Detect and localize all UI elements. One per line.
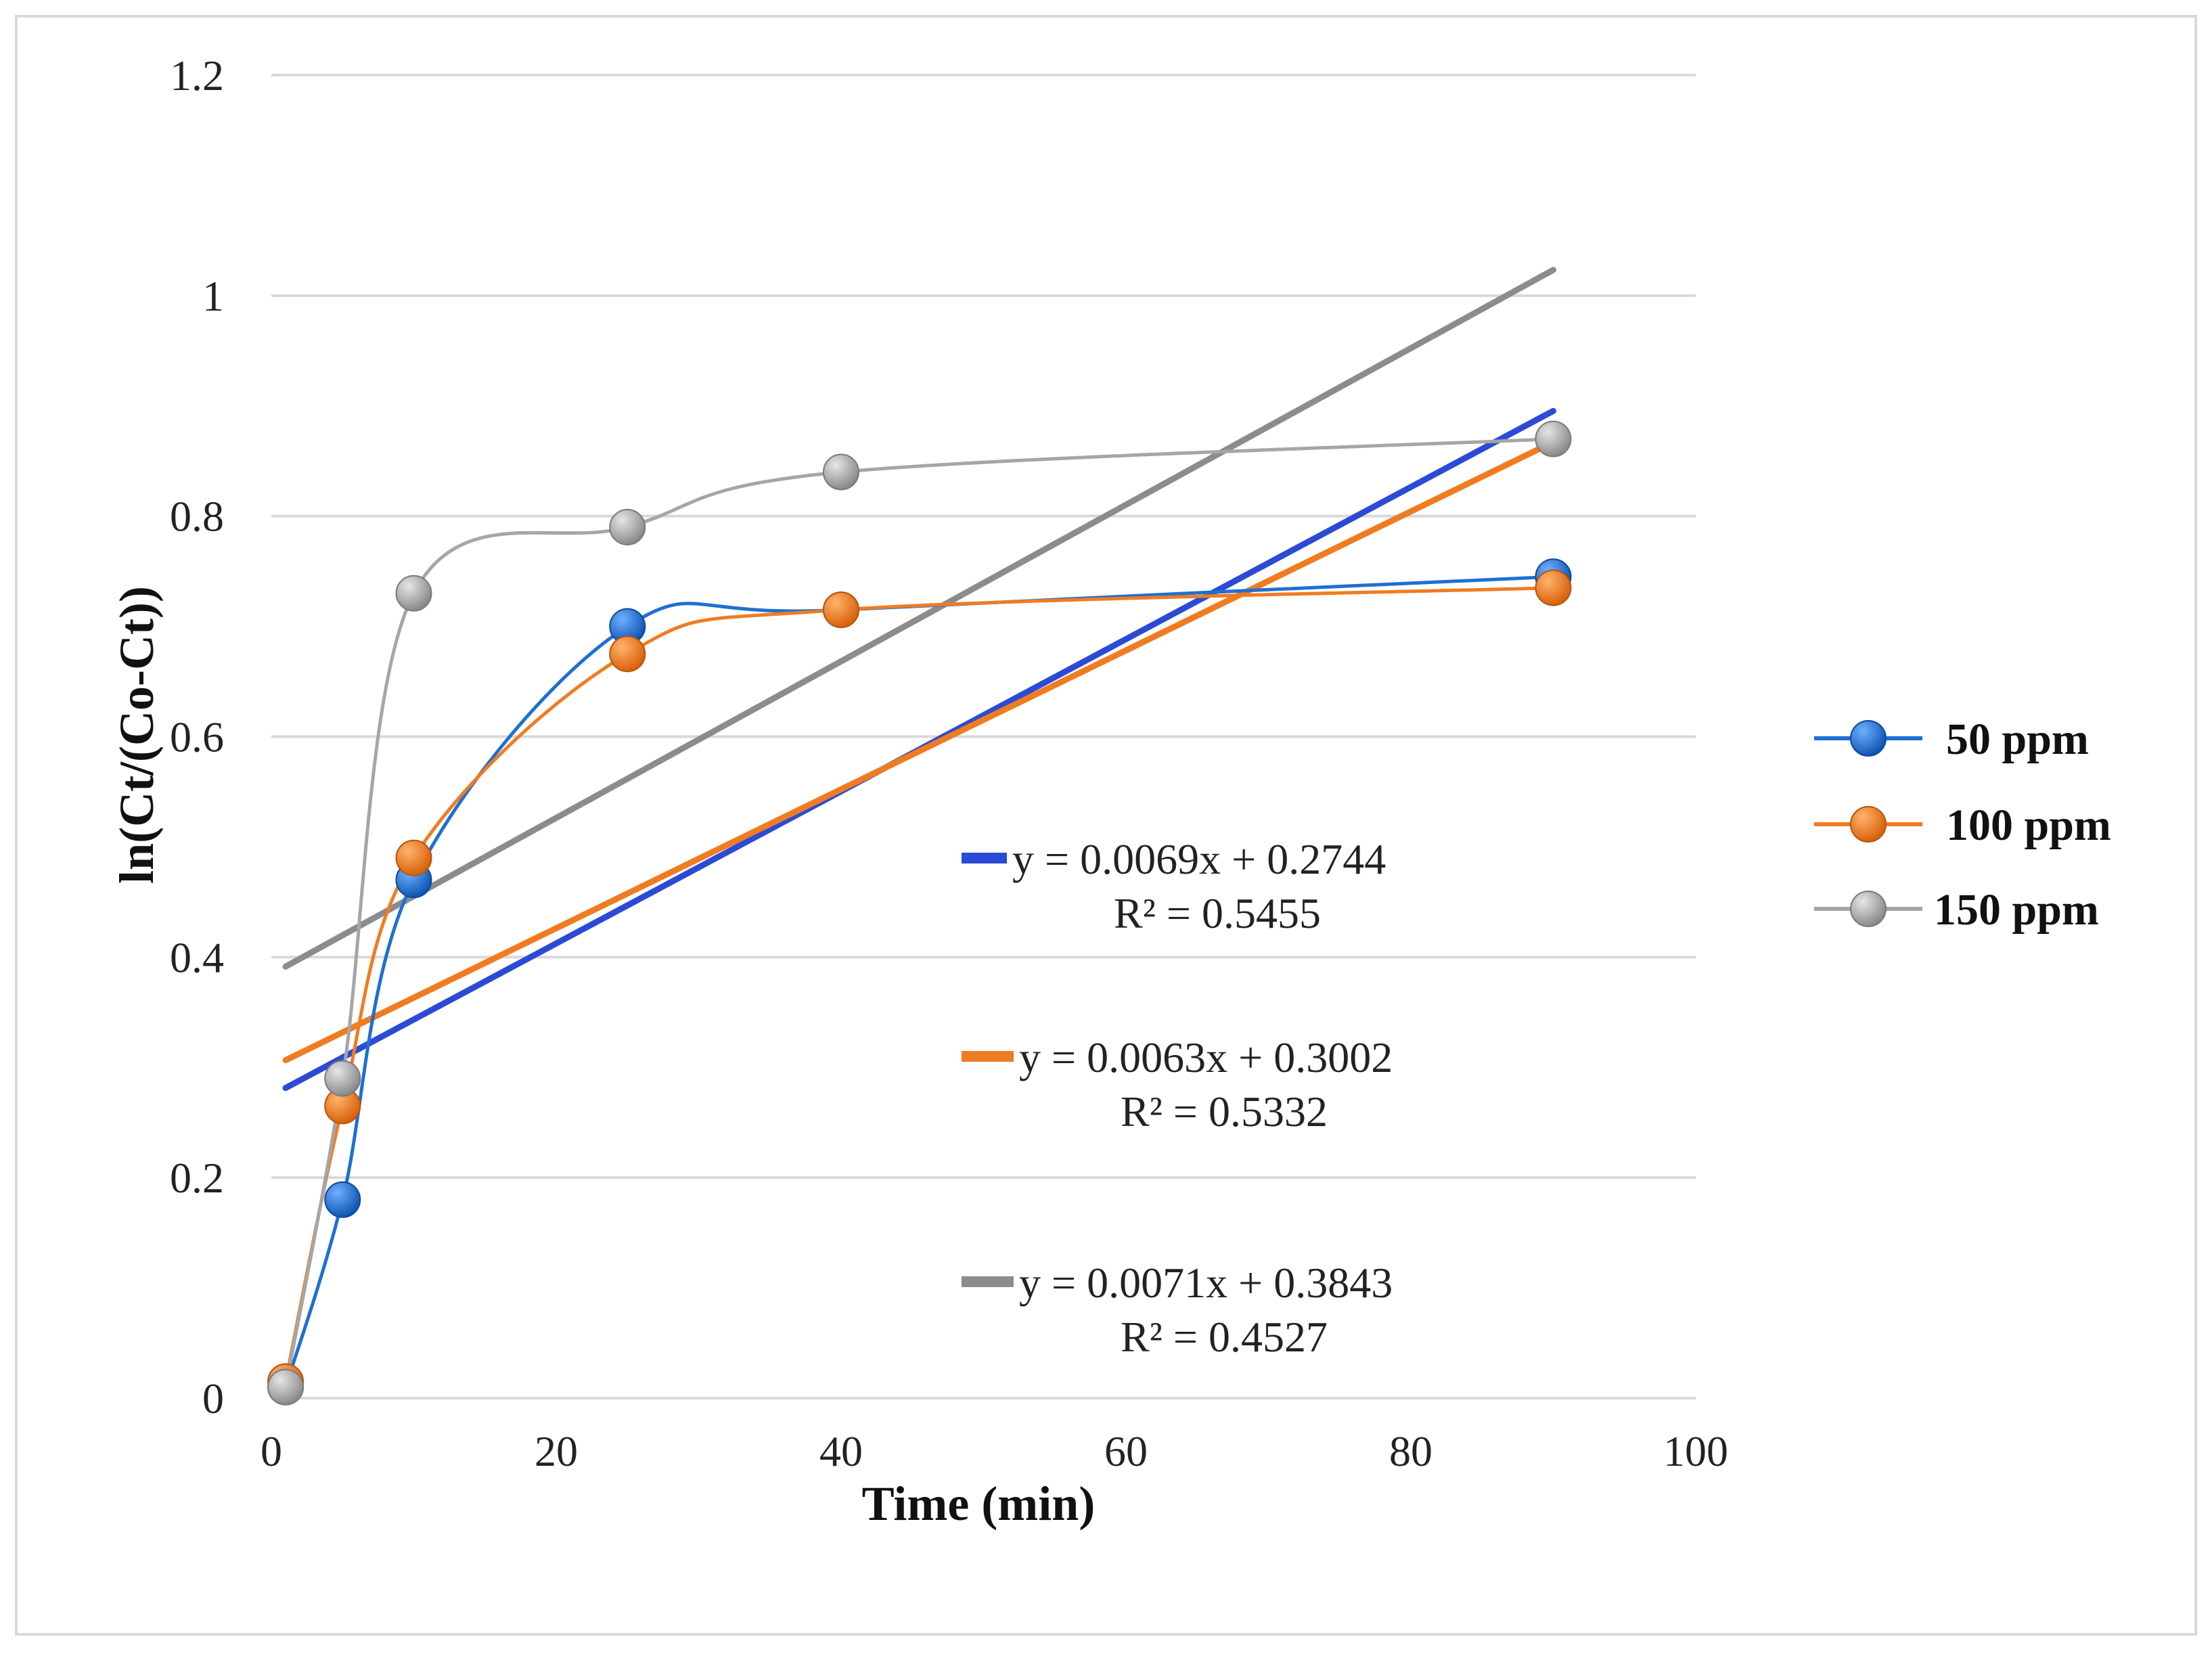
x-tick-label: 40 xyxy=(819,1427,863,1475)
legend-label-50ppm: 50 ppm xyxy=(1946,715,2089,764)
equation-text-100ppm: y = 0.0063x + 0.3002 xyxy=(1019,1033,1393,1081)
y-tick-label: 0.6 xyxy=(170,713,224,761)
r2-text-50ppm: R² = 0.5455 xyxy=(1114,889,1321,937)
series-curves xyxy=(284,437,1554,1388)
y-tick-label: 0 xyxy=(202,1374,224,1422)
equation-150ppm: y = 0.0071x + 0.3843 R² = 0.4527 xyxy=(962,1259,1393,1361)
equation-50ppm: y = 0.0069x + 0.2744 R² = 0.5455 xyxy=(962,835,1386,937)
equation-text-50ppm: y = 0.0069x + 0.2744 xyxy=(1012,835,1386,883)
axis-ticks: 0 0.2 0.4 0.6 0.8 1 1.2 0 20 40 60 80 100 xyxy=(170,51,1728,1475)
equation-100ppm: y = 0.0063x + 0.3002 R² = 0.5332 xyxy=(962,1033,1393,1136)
kinetics-chart: 0 0.2 0.4 0.6 0.8 1 1.2 0 20 40 60 80 100 Time (min)… xyxy=(110,51,2111,1531)
trendline-series-1 xyxy=(282,439,1556,1064)
x-tick-label: 60 xyxy=(1104,1427,1148,1475)
x-tick-label: 20 xyxy=(535,1427,578,1475)
equation-text-150ppm: y = 0.0071x + 0.3843 xyxy=(1019,1259,1393,1307)
x-axis-title: Time (min) xyxy=(862,1477,1096,1531)
legend-label-100ppm: 100 ppm xyxy=(1946,801,2111,850)
legend-item-150ppm[interactable]: 150 ppm xyxy=(1814,885,2099,935)
y-tick-label: 0.8 xyxy=(170,493,224,541)
point-series-2-0[interactable] xyxy=(267,1368,304,1406)
y-tick-label: 0.4 xyxy=(170,933,224,981)
point-series-2-1[interactable] xyxy=(324,1060,361,1097)
legend-label-150ppm: 150 ppm xyxy=(1934,885,2099,935)
point-series-1-5[interactable] xyxy=(1535,569,1572,606)
point-series-2-2[interactable] xyxy=(395,575,432,612)
x-tick-label: 100 xyxy=(1663,1427,1728,1475)
legend-item-50ppm[interactable]: 50 ppm xyxy=(1814,715,2089,764)
y-tick-label: 1 xyxy=(202,272,224,320)
point-series-1-2[interactable] xyxy=(395,839,432,876)
point-series-0-1[interactable] xyxy=(324,1181,361,1218)
x-tick-label: 0 xyxy=(261,1427,282,1475)
chart-frame: 0 0.2 0.4 0.6 0.8 1 1.2 0 20 40 60 80 100 Time (min)… xyxy=(15,15,2197,1636)
point-series-2-4[interactable] xyxy=(823,453,859,491)
r2-text-150ppm: R² = 0.4527 xyxy=(1121,1313,1328,1361)
point-series-2-3[interactable] xyxy=(609,508,646,545)
y-tick-label: 0.2 xyxy=(170,1154,224,1202)
legend-item-100ppm[interactable]: 100 ppm xyxy=(1814,801,2111,850)
trendlines xyxy=(282,267,1556,1092)
curve-series-2 xyxy=(284,437,1554,1388)
y-tick-label: 1.2 xyxy=(170,51,224,99)
x-tick-label: 80 xyxy=(1389,1427,1432,1475)
legend-marker-150ppm xyxy=(1850,891,1887,927)
legend-marker-50ppm xyxy=(1850,720,1887,757)
legend: 50 ppm 100 ppm 150 ppm xyxy=(1814,715,2111,935)
r2-text-100ppm: R² = 0.5332 xyxy=(1121,1087,1328,1136)
point-series-1-3[interactable] xyxy=(609,635,646,673)
point-series-1-4[interactable] xyxy=(823,591,859,629)
legend-marker-100ppm xyxy=(1850,806,1887,843)
series-points xyxy=(267,420,1572,1406)
trendline-series-2 xyxy=(282,267,1556,970)
y-axis-title: ln(Ct/(Co-Ct)) xyxy=(110,586,164,884)
gridlines xyxy=(271,74,1696,1399)
point-series-2-5[interactable] xyxy=(1535,420,1572,457)
